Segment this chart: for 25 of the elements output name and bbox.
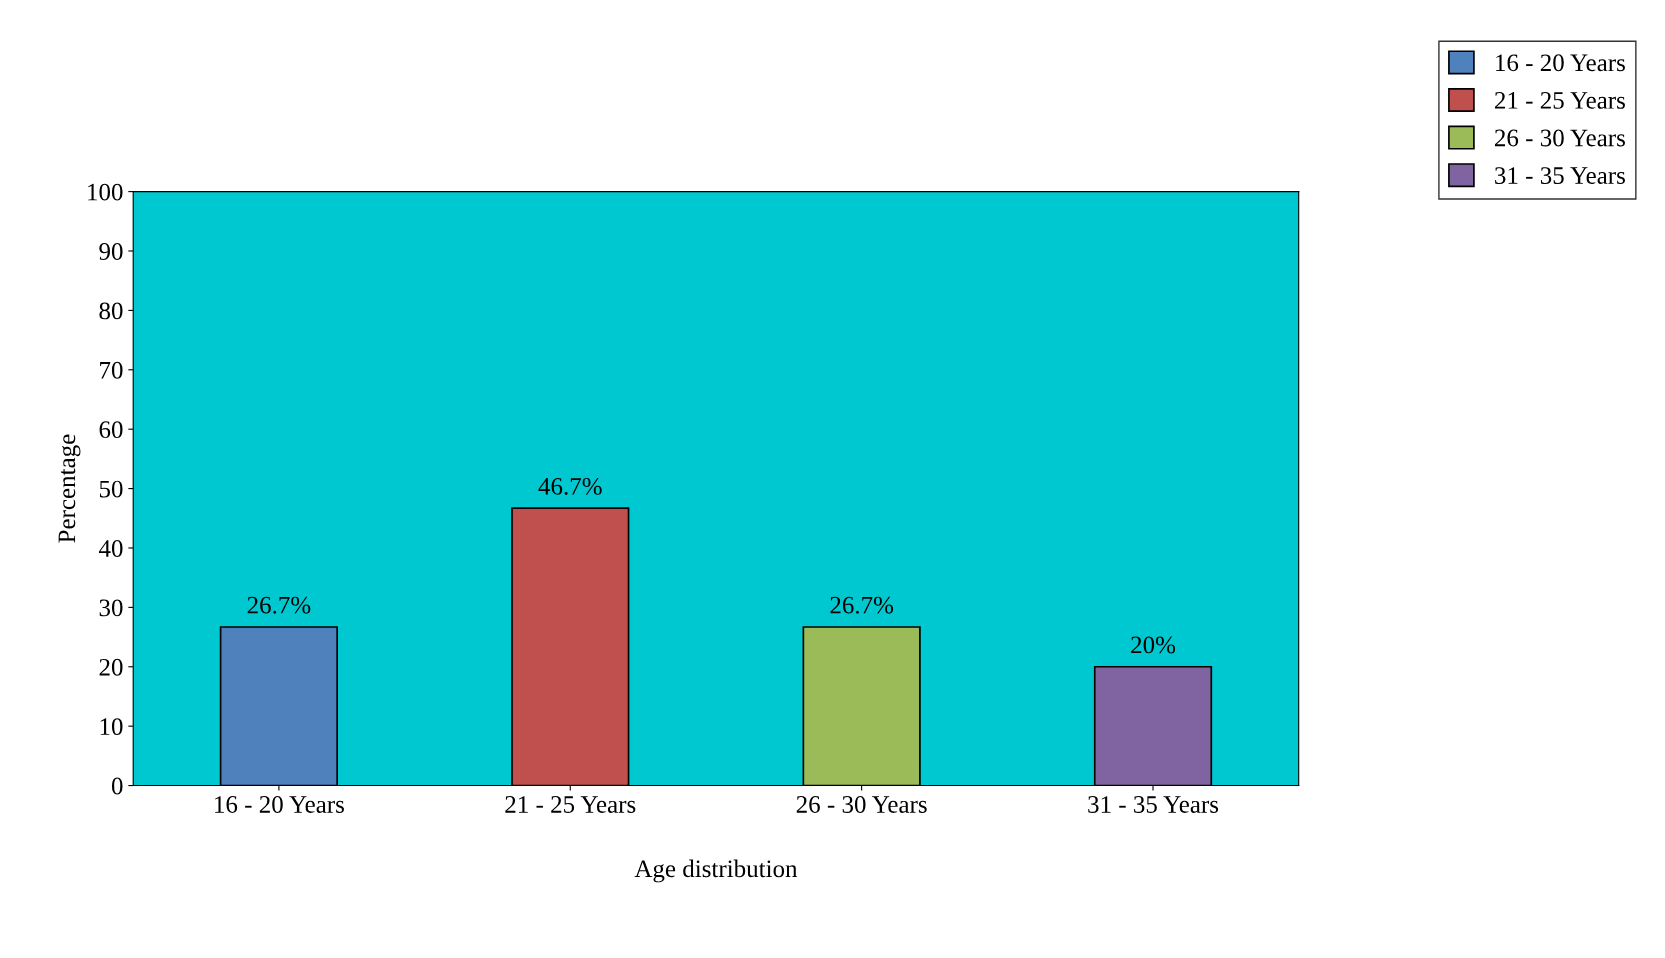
x-tick-label: 21 - 25 Years [505,796,636,813]
x-tick-label: 31 - 35 Years [1088,796,1219,813]
y-tick-label: 10 [100,718,123,736]
y-tick-label: 50 [99,480,123,498]
y-tick-label: 0 [111,777,123,795]
y-tick-label: 80 [99,302,123,320]
x-tick-label: 26 - 30 Years [796,796,927,813]
legend-label: 16 - 20 Years [1496,54,1625,72]
legend-label: 26 - 30 Years [1495,129,1625,147]
y-tick-label: 100 [88,183,123,201]
x-tick-label: 16 - 20 Years [215,796,344,813]
y-tick-label: 60 [99,421,123,439]
x-axis-title: Age distribution [634,859,798,883]
y-tick-label: 20 [99,658,123,676]
data-label: 26.7% [247,596,311,614]
data-label: 20% [1131,636,1176,654]
y-axis-title: Percentage [58,434,81,543]
data-label: 26.7% [830,596,894,614]
legend-label: 31 - 35 Years [1495,167,1625,184]
y-tick-label: 70 [100,361,123,379]
y-tick-label: 90 [99,243,123,260]
data-label: 46.7% [538,477,602,495]
y-tick-label: 40 [98,540,123,557]
legend-label: 21 - 25 Years [1495,92,1625,109]
y-tick-label: 30 [99,599,123,617]
